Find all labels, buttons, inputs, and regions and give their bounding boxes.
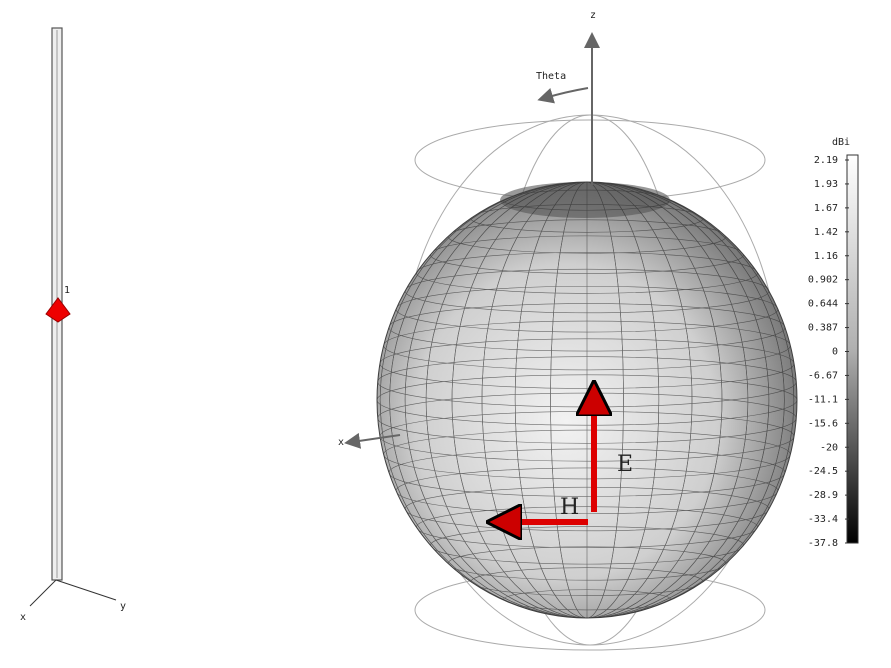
colorbar-label: -28.9 (808, 490, 838, 501)
colorbar (847, 155, 858, 543)
colorbar-unit: dBi (832, 137, 850, 148)
axis-label: y (120, 601, 126, 612)
colorbar-label: -6.67 (808, 370, 838, 381)
colorbar-label: 1.67 (814, 203, 838, 214)
colorbar-label: 1.93 (814, 179, 838, 190)
colorbar-label: -15.6 (808, 418, 838, 429)
axis-label: x (20, 612, 26, 623)
axis-label: x (338, 437, 344, 448)
colorbar-label: 0 (832, 347, 838, 358)
colorbar-label: -24.5 (808, 466, 838, 477)
colorbar-label: -33.4 (808, 514, 838, 525)
colorbar-label: -37.8 (808, 538, 838, 549)
theta-arrow (545, 88, 588, 98)
e-label: E (617, 452, 633, 477)
axis-label: Theta (536, 71, 566, 82)
port-label: 1 (64, 285, 70, 296)
axis-label: z (590, 10, 596, 21)
colorbar-label: -20 (820, 442, 838, 453)
colorbar-label: 1.42 (814, 227, 838, 238)
colorbar-label: 2.19 (814, 155, 838, 166)
dipole: 1 x y (20, 28, 126, 623)
h-label: H (560, 495, 579, 520)
colorbar-label: 0.902 (808, 275, 838, 286)
colorbar-label: 0.644 (808, 299, 838, 310)
pattern-view: 1 x y z Theta x E H dBi 2.19 1.93 1.67 1.42… (0, 0, 891, 668)
null-cone (500, 182, 670, 218)
colorbar-label: -11.1 (808, 394, 838, 405)
colorbar-label: 1.16 (814, 251, 838, 262)
colorbar-label: 0.387 (808, 323, 838, 334)
